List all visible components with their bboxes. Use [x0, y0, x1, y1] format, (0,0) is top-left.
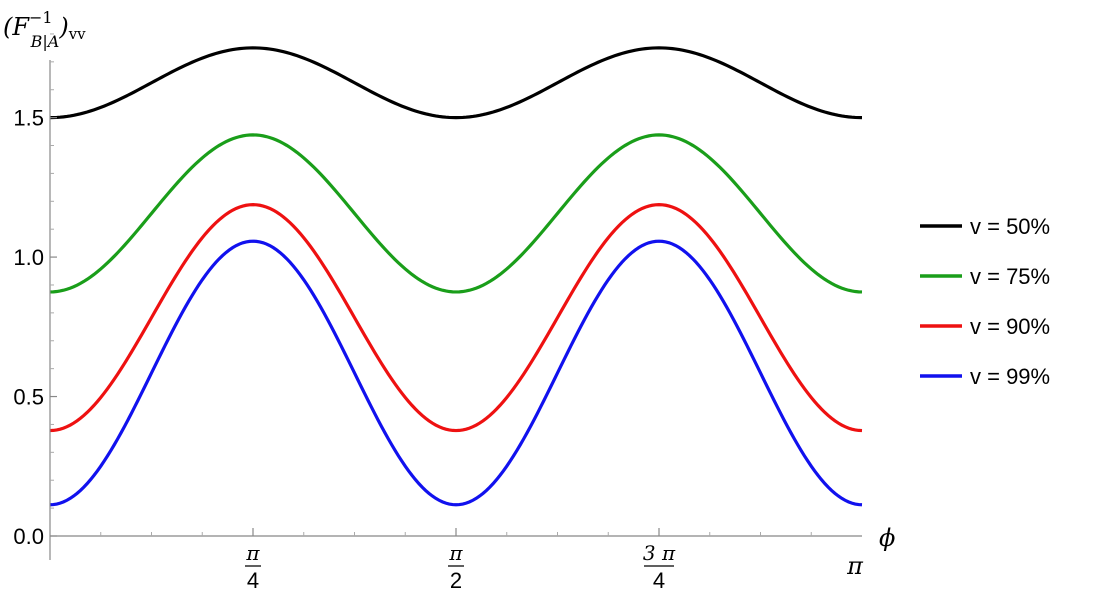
legend-label-3: v = 99% — [970, 364, 1050, 389]
series-line-3 — [49, 239, 863, 507]
y-tick-label-0: 0.0 — [13, 524, 44, 549]
series-layer — [49, 46, 863, 507]
x-tick-den-1: 2 — [450, 568, 462, 593]
series-line-2 — [49, 203, 863, 433]
y-axis-title-close: ) — [58, 13, 68, 41]
y-tick-label-1: 0.5 — [13, 385, 44, 410]
x-tick-num-2: 3 π — [643, 541, 676, 565]
legend-label-1: v = 75% — [970, 264, 1050, 289]
legend: v = 50% v = 75% v = 90% v = 99% — [920, 214, 1050, 389]
x-ticks: π 4 π 2 3 π 4 π — [100, 528, 864, 593]
legend-label-0: v = 50% — [970, 214, 1050, 239]
series-line-0 — [49, 46, 863, 120]
legend-label-2: v = 90% — [970, 314, 1050, 339]
y-ticks: 0.0 0.5 1.0 1.5 — [13, 33, 57, 549]
y-axis-title-tail: vv — [68, 25, 86, 43]
series-line-1 — [49, 133, 863, 294]
y-axis-title-open: (F — [3, 13, 30, 41]
x-tick-den-0: 4 — [247, 568, 259, 593]
y-tick-label-3: 1.5 — [13, 106, 44, 131]
x-tick-num-0: π — [245, 541, 260, 565]
y-axis-title: (F−1 B|A)vv — [3, 8, 86, 51]
y-axis-title-sup: −1 — [29, 8, 53, 27]
x-tick-den-2: 4 — [653, 568, 665, 593]
x-tick-label-3: π — [846, 552, 864, 580]
x-tick-num-1: π — [448, 541, 463, 565]
x-axis-title: ϕ — [879, 524, 895, 552]
y-axis-title-sub: B|A — [30, 32, 60, 51]
y-tick-label-2: 1.0 — [13, 245, 44, 270]
